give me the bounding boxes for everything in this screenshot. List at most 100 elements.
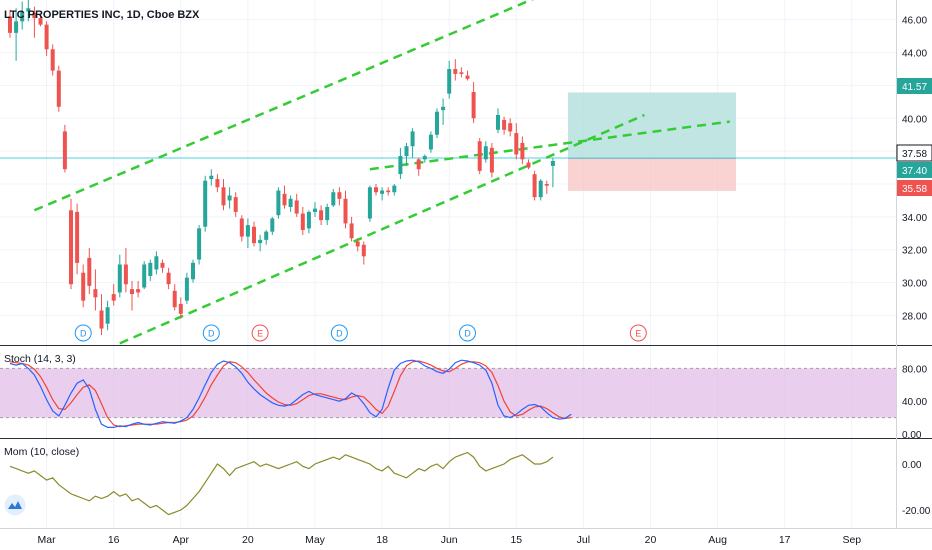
candle-body — [300, 213, 305, 230]
candle-body — [392, 185, 397, 193]
candle-body — [93, 289, 98, 298]
dividend-marker-label: D — [336, 329, 343, 339]
price-axis-tick: 30.00 — [902, 279, 927, 290]
candle-body — [459, 72, 464, 74]
time-axis-tick: May — [305, 534, 326, 546]
candle-body — [130, 289, 134, 295]
stoch-pane: 80.00 40.00 0.00 — [0, 359, 927, 441]
candle-body — [56, 70, 61, 107]
channel-middle — [369, 120, 730, 171]
candle-body — [502, 119, 507, 130]
candle-body — [453, 69, 458, 74]
candle-body — [38, 18, 43, 25]
momentum-line — [9, 451, 554, 516]
mom-axis-tick: 0.00 — [902, 460, 922, 471]
time-axis-tick: Sep — [842, 534, 861, 546]
candle-body — [203, 180, 208, 227]
candle-body — [361, 244, 366, 257]
candle-body — [264, 231, 269, 240]
price-axis-tick: 44.00 — [902, 49, 927, 60]
price-label-box — [897, 162, 932, 178]
candle-body — [508, 123, 513, 132]
candle-body — [221, 187, 226, 206]
candle-body — [447, 69, 452, 94]
candle-body — [105, 307, 110, 324]
candle-body — [496, 115, 500, 130]
stoch-axis-tick: 0.00 — [902, 430, 922, 441]
candle-body — [319, 210, 324, 221]
time-axis-tick: 20 — [242, 534, 254, 546]
time-axis-tick: Jun — [441, 534, 458, 546]
candle-body — [50, 49, 55, 71]
candle-body — [422, 156, 427, 160]
stoch-k-line — [9, 359, 572, 428]
price-label: 37.40 — [897, 162, 932, 178]
candle-body — [441, 106, 446, 111]
profit-zone — [568, 92, 736, 159]
candle-body — [294, 200, 299, 214]
candle-body — [331, 192, 336, 206]
candle-body — [32, 13, 37, 19]
price-axis-tick: 34.00 — [902, 213, 927, 224]
price-axis-tick: 46.00 — [902, 16, 927, 27]
candle-body — [148, 262, 153, 276]
time-axis-tick: Apr — [173, 534, 190, 546]
stoch-axis-tick: 40.00 — [902, 397, 927, 408]
candle-body — [99, 310, 104, 329]
dividend-marker — [202, 324, 220, 342]
candle-body — [209, 175, 214, 180]
price-label: 41.57 — [897, 78, 932, 94]
candle-body — [239, 218, 244, 237]
candle-body — [191, 262, 195, 280]
mom-axis-tick: -20.00 — [902, 506, 931, 517]
earnings-marker — [251, 324, 269, 342]
mom-label: Mom (10, close) — [4, 446, 79, 458]
candle-body — [136, 289, 141, 293]
candle-body — [117, 264, 122, 293]
candle-body — [172, 290, 177, 308]
candle-body — [20, 11, 25, 22]
stoch-d-line — [9, 360, 572, 428]
candle-body — [465, 75, 470, 79]
candle-body — [69, 210, 73, 285]
price-label-text: 35.58 — [902, 184, 927, 195]
candle-body — [197, 228, 202, 260]
candlestick-series — [8, 0, 555, 336]
candle-body — [471, 92, 476, 119]
candle-body — [258, 239, 263, 244]
candle-body — [435, 111, 439, 135]
candle-body — [270, 218, 275, 232]
loss-zone — [568, 158, 736, 191]
channel-lower — [119, 113, 645, 345]
price-label-text: 37.40 — [902, 166, 927, 177]
candle-body — [380, 190, 385, 194]
time-axis-tick: 17 — [779, 534, 791, 546]
candle-body — [142, 264, 147, 288]
candle-body — [526, 162, 531, 168]
candle-body — [252, 226, 256, 244]
dividend-marker-label: D — [208, 329, 215, 339]
time-axis-tick: 16 — [108, 534, 120, 546]
chart-title: LTC PROPERTIES INC, 1D, Cboe BZX — [4, 9, 200, 21]
candle-body — [288, 198, 293, 207]
candle-body — [14, 21, 19, 33]
time-axis-tick: 18 — [376, 534, 388, 546]
candle-body — [410, 131, 415, 147]
candle-body — [75, 211, 80, 263]
price-label-text: 37.58 — [902, 149, 927, 160]
candle-body — [111, 294, 116, 301]
candle-body — [398, 156, 403, 175]
dividend-marker-label: D — [464, 329, 471, 339]
earnings-marker — [629, 324, 647, 342]
price-label-box — [897, 78, 932, 94]
candle-body — [62, 131, 67, 170]
time-axis-tick: 15 — [510, 534, 522, 546]
stoch-axis-tick: 80.00 — [902, 364, 927, 375]
time-axis-tick: Jul — [577, 534, 590, 546]
trend-channel — [33, 0, 730, 345]
candle-body — [282, 193, 287, 206]
candle-body — [404, 146, 409, 157]
